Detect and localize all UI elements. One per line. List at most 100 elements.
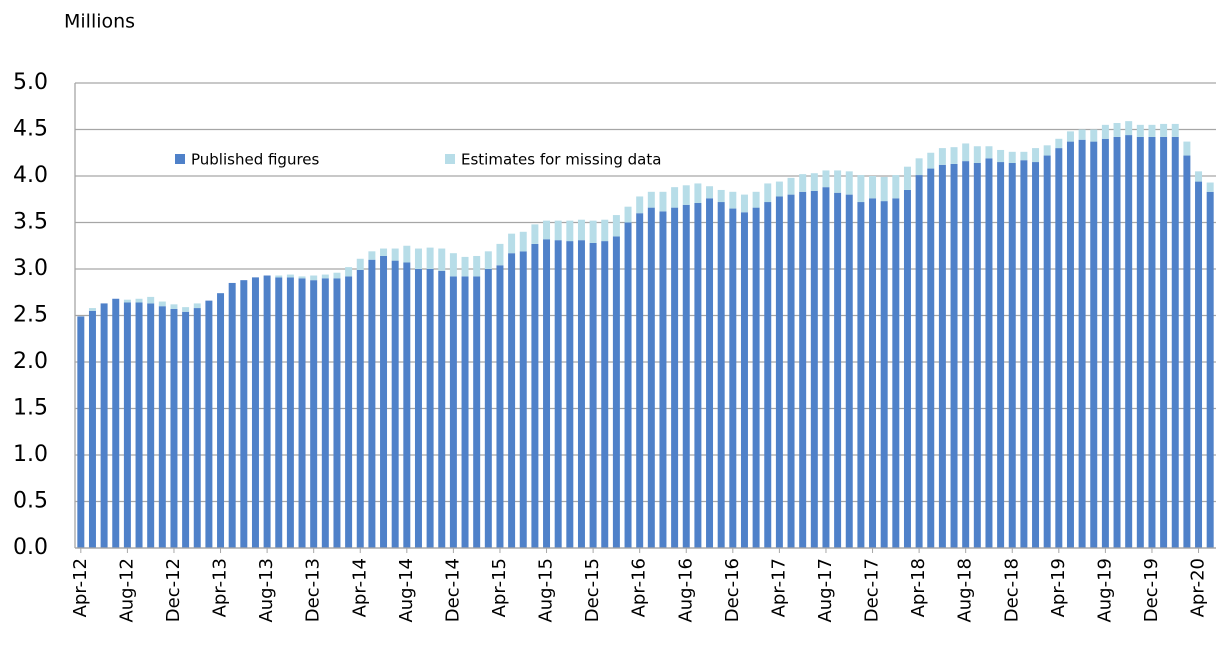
bar-segment — [310, 280, 318, 548]
bar-segment — [380, 248, 388, 256]
bar-segment — [251, 277, 259, 548]
bar-segment — [682, 204, 690, 548]
bar-segment — [147, 303, 155, 548]
y-tick-label: 0.0 — [13, 535, 48, 560]
bar-segment — [740, 212, 748, 548]
x-tick-label: Apr-19 — [1048, 558, 1069, 617]
bar-segment — [717, 189, 725, 203]
bar-segment — [286, 274, 294, 278]
bar-segment — [1206, 191, 1214, 548]
bar-segment — [694, 183, 702, 203]
bar-segment — [1113, 136, 1121, 548]
bar-segment — [473, 255, 481, 277]
bar-segment — [1136, 136, 1144, 548]
bar-segment — [426, 247, 434, 269]
bar-segment — [915, 158, 923, 176]
bar-segment — [1055, 148, 1063, 548]
bar-segment — [123, 302, 131, 548]
bar-segment — [1206, 182, 1214, 192]
bar-segment — [461, 256, 469, 277]
bar-segment — [275, 275, 283, 278]
bar-segment — [647, 207, 655, 548]
bar-segment — [636, 213, 644, 548]
bar-segment — [298, 278, 306, 548]
x-tick-label: Aug-16 — [675, 558, 696, 623]
bar-segment — [799, 174, 807, 192]
bar-segment — [147, 296, 155, 304]
bar-segment — [775, 196, 783, 548]
bar-segment — [601, 219, 609, 242]
bar-segment — [740, 194, 748, 213]
bar-segment — [1160, 136, 1168, 548]
x-tick-label: Apr-16 — [629, 558, 650, 617]
bar-segment — [554, 220, 562, 241]
y-tick-label: 3.0 — [13, 256, 48, 281]
y-tick-label: 2.0 — [13, 349, 48, 374]
bar-segment — [1101, 138, 1109, 549]
bar-segment — [787, 194, 795, 548]
bar-segment — [577, 219, 585, 241]
bar-segment — [484, 251, 492, 269]
bar-segment — [414, 248, 422, 269]
bar-segment — [170, 308, 178, 548]
bar-segment — [543, 239, 551, 549]
bar-segment — [356, 269, 364, 548]
bar-segment — [240, 280, 248, 548]
bar-segment — [1020, 151, 1028, 161]
bar-segment — [135, 302, 143, 548]
bar-segment — [671, 187, 679, 208]
bar-segment — [775, 181, 783, 197]
bar-segment — [938, 164, 946, 548]
bar-segment — [880, 176, 888, 202]
bar-segment — [787, 177, 795, 195]
bar-segment — [962, 143, 970, 162]
bar-segment — [892, 198, 900, 548]
y-tick-label: 4.0 — [13, 163, 48, 188]
bar-segment — [1078, 139, 1086, 549]
x-tick-label: Apr-13 — [210, 558, 231, 617]
x-tick-label: Aug-15 — [536, 558, 557, 623]
x-tick-label: Aug-18 — [955, 558, 976, 623]
bar-segment — [601, 241, 609, 548]
x-tick-label: Dec-17 — [862, 558, 883, 622]
bar-segment — [1148, 124, 1156, 137]
bar-segment — [764, 183, 772, 203]
bar-segment — [519, 251, 527, 548]
x-tick-label: Dec-18 — [1001, 558, 1022, 622]
x-tick-label: Dec-13 — [303, 558, 324, 622]
bar-segment — [997, 149, 1005, 163]
bar-segment — [892, 175, 900, 199]
bar-segment — [391, 260, 399, 548]
bar-segment — [333, 278, 341, 548]
y-tick-label: 1.0 — [13, 442, 48, 467]
bar-segment — [193, 308, 201, 548]
bar-segment — [1020, 160, 1028, 548]
bar-segment — [473, 276, 481, 548]
bar-segment — [263, 275, 271, 548]
bar-segment — [950, 147, 958, 164]
bar-segment — [321, 278, 329, 548]
legend-swatch — [175, 154, 185, 164]
bar-segment — [391, 248, 399, 261]
bar-segment — [589, 242, 597, 548]
bar-segment — [461, 276, 469, 548]
y-tick-label: 0.5 — [13, 489, 48, 514]
chart-title: Millions — [64, 11, 135, 33]
bar-segment — [752, 191, 760, 208]
bar-segment — [205, 300, 213, 548]
bar-segment — [217, 293, 225, 548]
bar-segment — [682, 185, 690, 205]
bar-segment — [1183, 141, 1191, 156]
bar-segment — [1113, 122, 1121, 137]
bar-segment — [531, 243, 539, 548]
bar-segment — [647, 191, 655, 208]
legend-swatch — [445, 154, 455, 164]
bar-segment — [729, 191, 737, 209]
bar-segment — [112, 298, 120, 548]
bar-segment — [403, 262, 411, 548]
bar-segment — [508, 253, 516, 548]
bar-segment — [659, 191, 667, 212]
bar-segment — [310, 275, 318, 281]
y-tick-label: 5.0 — [13, 70, 48, 95]
